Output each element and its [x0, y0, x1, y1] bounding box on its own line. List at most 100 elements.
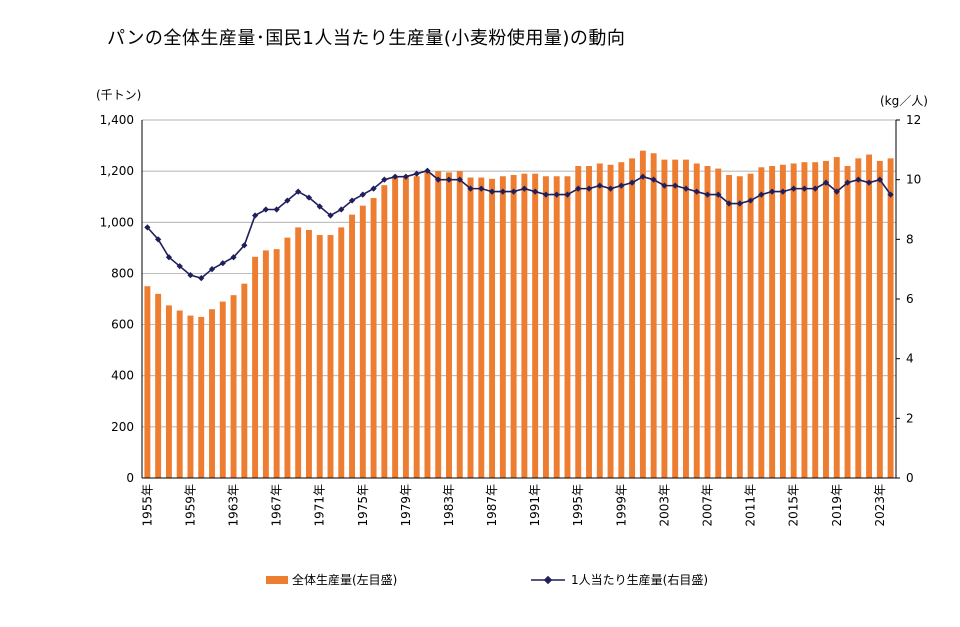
- left-tick-label: 1,400: [100, 113, 134, 127]
- bar-1998: [607, 164, 614, 478]
- point-1984: [456, 176, 463, 183]
- point-1957: [165, 254, 173, 261]
- bar-1966: [262, 250, 269, 478]
- point-1988: [499, 188, 506, 195]
- bar-1968: [284, 237, 291, 478]
- point-1966: [262, 206, 269, 213]
- bar-1988: [499, 176, 506, 478]
- bar-2018: [823, 160, 829, 478]
- bar-1956: [155, 293, 162, 478]
- bar-1995: [575, 166, 582, 478]
- chart-title: パンの全体生産量･国民1人当たり生産量(小麦粉使用量)の動向: [107, 28, 626, 49]
- x-tick-label: 2019年: [830, 484, 844, 527]
- point-1989: [510, 188, 517, 195]
- legend-line-label: 1人当たり生産量(右目盛): [571, 573, 708, 587]
- bar-1984: [456, 171, 463, 478]
- legend-bar-swatch: [266, 575, 288, 584]
- right-tick-label: 8: [906, 232, 914, 246]
- legend-item-bar: 全体生産量(左目盛): [266, 571, 397, 588]
- right-tick-label: 4: [906, 352, 914, 366]
- bar-1993: [553, 176, 560, 478]
- bar-1955: [144, 286, 151, 478]
- bar-2000: [629, 158, 636, 478]
- bar-2012: [758, 167, 765, 479]
- point-1975: [359, 191, 366, 198]
- bar-2014: [779, 164, 786, 478]
- bar-2010: [736, 176, 743, 478]
- right-tick-label: 2: [906, 411, 914, 425]
- bar-2021: [855, 158, 862, 478]
- left-axis-unit: (千トン): [96, 88, 142, 102]
- bar-1996: [586, 166, 592, 478]
- right-tick-label: 10: [906, 173, 921, 187]
- bar-2017: [812, 162, 819, 478]
- bar-2022: [866, 154, 873, 478]
- bar-1981: [424, 172, 431, 478]
- bar-1964: [241, 283, 248, 478]
- bar-1957: [165, 305, 172, 478]
- bar-2024: [887, 158, 894, 478]
- bar-2015: [790, 163, 797, 478]
- x-tick-label: 2011年: [744, 484, 758, 527]
- per-capita-line: [146, 169, 892, 280]
- left-tick-label: 1,000: [100, 215, 134, 229]
- left-tick-label: 400: [111, 369, 134, 383]
- point-1980: [413, 170, 420, 177]
- bar-1961: [209, 309, 215, 478]
- bar-1967: [273, 249, 280, 478]
- point-1964: [241, 242, 248, 249]
- bar-1982: [435, 171, 442, 478]
- legend-bar-label: 全体生産量(左目盛): [292, 573, 398, 587]
- point-1977: [381, 176, 388, 183]
- bar-1975: [359, 205, 366, 478]
- left-tick-label: 0: [126, 471, 134, 485]
- x-tick-label: 2003年: [657, 484, 671, 527]
- legend-line-swatch: [531, 575, 565, 584]
- bar-2009: [726, 174, 733, 478]
- right-axis-ticks: 0 2 4 6 8 10 12: [896, 113, 921, 485]
- x-tick-label: 2007年: [701, 484, 715, 527]
- bar-2019: [833, 157, 840, 479]
- point-1959: [187, 272, 194, 279]
- x-tick-label: 1963年: [227, 484, 241, 527]
- bar-1983: [446, 172, 452, 478]
- x-tick-label: 1959年: [183, 484, 197, 527]
- bar-2002: [650, 153, 657, 478]
- x-tick-label: 2015年: [787, 484, 801, 527]
- bar-2008: [715, 168, 722, 479]
- bar-1987: [489, 178, 496, 479]
- bar-2003: [661, 159, 668, 478]
- bar-1979: [402, 177, 409, 479]
- point-1955: [144, 224, 151, 231]
- bar-1994: [564, 176, 571, 478]
- bar-1969: [295, 227, 302, 478]
- bar-1965: [252, 256, 259, 478]
- right-axis-unit: (kg／人): [880, 94, 928, 108]
- bar-2006: [693, 163, 700, 478]
- bar-1999: [618, 162, 625, 478]
- x-tick-label: 2023年: [873, 484, 887, 527]
- x-tick-label: 1991年: [528, 484, 542, 527]
- bar-1963: [230, 295, 237, 478]
- bar-1960: [198, 316, 205, 478]
- right-tick-label: 12: [906, 113, 921, 127]
- x-tick-label: 1995年: [571, 484, 585, 527]
- x-tick-label: 1983年: [442, 484, 456, 527]
- x-tick-label: 1967年: [270, 484, 284, 527]
- bar-1977: [381, 185, 388, 478]
- bar-1985: [467, 177, 474, 479]
- bar-2016: [801, 162, 808, 478]
- point-1987: [488, 188, 496, 195]
- point-1983: [445, 176, 453, 183]
- point-1982: [435, 176, 442, 183]
- left-axis-ticks: 0 200 400 600 800 1,000 1,200 1,400: [100, 113, 134, 485]
- bar-1986: [478, 177, 485, 479]
- x-axis-ticks: 1955年 1959年 1963年 1967年 1971年 1975年 1979年 1983年…: [140, 484, 886, 527]
- bar-2023: [876, 160, 883, 478]
- left-tick-label: 200: [111, 420, 134, 434]
- bar-1978: [392, 177, 399, 479]
- bar-2001: [639, 150, 646, 478]
- point-1969: [295, 188, 302, 195]
- left-tick-label: 600: [111, 318, 134, 332]
- bar-1973: [338, 227, 345, 478]
